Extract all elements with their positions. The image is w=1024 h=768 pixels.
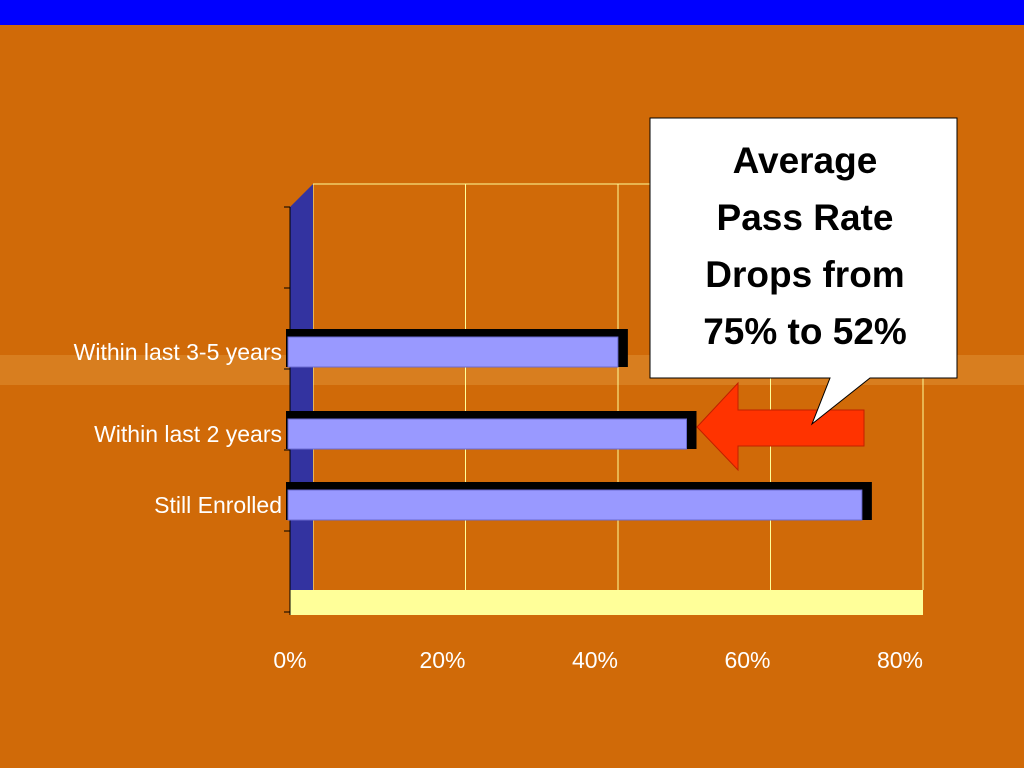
- chart-floor: [290, 590, 923, 615]
- category-label: Still Enrolled: [154, 492, 282, 518]
- x-tick-label: 60%: [724, 647, 770, 673]
- bar: [287, 489, 863, 521]
- callout-box: [649, 117, 958, 426]
- callout-line: Average: [732, 140, 878, 181]
- side-wall: [290, 184, 313, 612]
- callout-line: Drops from: [705, 254, 905, 295]
- x-tick-label: 40%: [572, 647, 618, 673]
- top-bar: [0, 0, 1024, 25]
- bar: [287, 418, 687, 450]
- x-tick-label: 20%: [419, 647, 465, 673]
- bar: [287, 336, 619, 368]
- category-label: Within last 2 years: [94, 421, 282, 447]
- arrow-icon: [696, 381, 865, 472]
- callout-line: 75% to 52%: [703, 311, 907, 352]
- callout-text: Average Pass Rate Drops from 75% to 52%: [650, 132, 960, 360]
- callout-line: Pass Rate: [716, 197, 894, 238]
- x-tick-label: 80%: [877, 647, 923, 673]
- x-tick-label: 0%: [273, 647, 306, 673]
- category-label: Within last 3-5 years: [74, 339, 282, 365]
